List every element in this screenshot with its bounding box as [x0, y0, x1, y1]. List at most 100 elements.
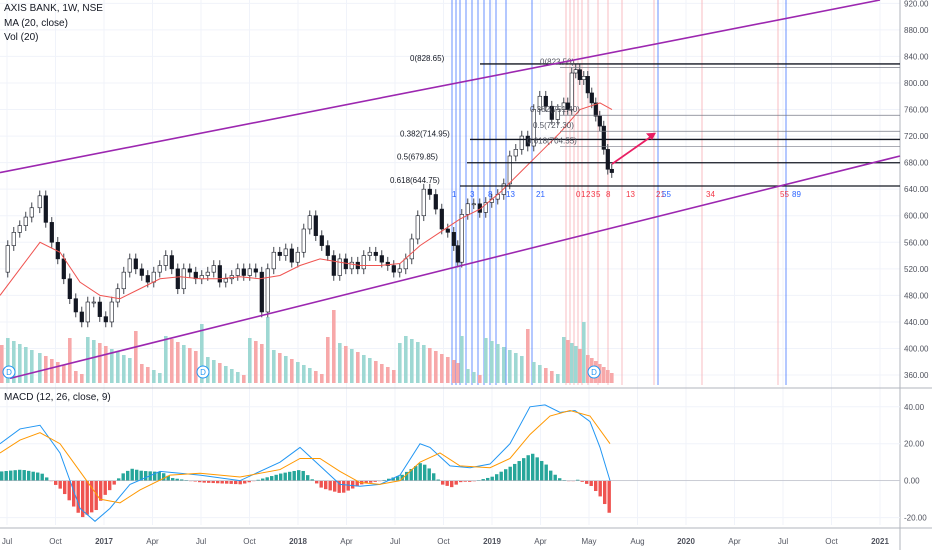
price-tick-label-7: 640.00 — [904, 185, 929, 194]
channel-upper-line — [0, 0, 881, 174]
signal-line — [0, 409, 611, 504]
candle-body — [439, 208, 444, 230]
volume-bar — [248, 338, 252, 383]
candle-body — [85, 301, 90, 323]
volume-bar — [86, 337, 90, 383]
candle-body — [277, 251, 282, 256]
macd-hist-bar — [0, 471, 4, 481]
time-tick-label-12: May — [581, 537, 596, 546]
candle-body — [67, 278, 72, 300]
candle-body — [319, 235, 324, 246]
candle-body — [259, 271, 264, 313]
fib2-level-label-0: 0(823.50) — [540, 57, 575, 66]
candle-body — [391, 265, 396, 273]
price-tick-label-3: 800.00 — [904, 79, 929, 88]
macd-hist-bar — [535, 457, 539, 481]
macd-hist-bar — [270, 476, 274, 481]
dividend-marker-1 — [196, 365, 210, 379]
macd-hist-bar — [324, 480, 328, 490]
channel-lower-line — [9, 155, 901, 380]
candle-body — [325, 245, 330, 256]
candle-body — [403, 258, 408, 270]
volume-bar — [134, 331, 138, 383]
candle-body — [97, 301, 102, 317]
macd-hist-bar — [90, 480, 94, 513]
macd-hist-bar — [553, 474, 557, 481]
macd-hist-bar — [261, 478, 265, 481]
fib-time-label-13: 55 — [662, 190, 671, 199]
macd-hist-bar — [369, 480, 373, 483]
volume-bar — [374, 361, 378, 383]
candle-body — [331, 255, 336, 276]
legend-macd[interactable]: MACD (12, 26, close, 9) — [4, 392, 111, 403]
volume-bar — [582, 322, 586, 383]
macd-hist-bar — [400, 474, 404, 481]
volume-bar — [416, 342, 420, 383]
macd-hist-bar — [99, 480, 103, 501]
volume-bar — [170, 339, 174, 383]
macd-hist-bar — [36, 472, 40, 481]
macd-hist-bar — [279, 473, 283, 481]
volume-bar — [410, 339, 414, 383]
macd-hist-bar — [522, 458, 526, 481]
macd-hist-bar — [297, 470, 301, 481]
macd-hist-bar — [319, 480, 323, 488]
candle-body — [565, 102, 570, 110]
volume-bar — [284, 356, 288, 383]
macd-hist-bar — [198, 480, 202, 483]
candle-body — [415, 215, 420, 240]
candle-body — [145, 275, 150, 283]
candle-body — [605, 149, 610, 170]
candle-body — [349, 261, 354, 270]
macd-hist-bar — [40, 473, 44, 481]
volume-bar — [404, 336, 408, 383]
macd-hist-bar — [436, 479, 440, 481]
volume-bar — [50, 359, 54, 383]
macd-hist-bar — [423, 464, 427, 481]
candle-body — [459, 214, 464, 263]
macd-hist-bar — [265, 477, 269, 481]
time-tick-label-1: Oct — [49, 537, 62, 546]
fib-level-label-0: 0(828.65) — [410, 54, 445, 63]
macd-hist-bar — [247, 480, 251, 483]
macd-hist-bar — [153, 471, 157, 481]
candle-body — [91, 301, 96, 304]
volume-bar — [272, 350, 276, 383]
volume-bar — [30, 350, 34, 383]
volume-bar — [332, 310, 336, 383]
time-tick-label-11: Apr — [534, 537, 547, 546]
volume-bar — [104, 346, 108, 383]
macd-hist-bar — [315, 480, 319, 484]
macd-hist-bar — [513, 463, 517, 481]
candle-body — [241, 268, 246, 276]
candle-body — [513, 149, 518, 157]
time-tick-label-13: Aug — [630, 537, 644, 546]
legend-vol[interactable]: Vol (20) — [4, 32, 39, 43]
volume-bar — [392, 370, 396, 383]
volume-bar — [578, 349, 582, 383]
legend-ma[interactable]: MA (20, close) — [4, 18, 68, 29]
legend-symbol[interactable]: AXIS BANK, 1W, NSE — [4, 3, 103, 14]
volume-bar — [6, 338, 10, 383]
fib-level-label-3: 0.618(644.75) — [390, 176, 440, 185]
macd-hist-bar — [499, 471, 503, 481]
macd-hist-bar — [463, 480, 467, 482]
candle-body — [471, 203, 476, 206]
macd-hist-bar — [193, 480, 197, 482]
price-tick-label-1: 880.00 — [904, 26, 929, 35]
volume-bar — [92, 340, 96, 383]
macd-hist-bar — [4, 471, 8, 481]
fib-time-label-1: 3 — [470, 190, 475, 199]
volume-bar — [574, 346, 578, 383]
macd-tick-label-3: -20.00 — [904, 514, 927, 523]
macd-hist-bar — [472, 480, 476, 482]
volume-bar — [12, 341, 16, 383]
candle-body — [133, 258, 138, 270]
fib-time-label-15: 55 — [780, 190, 789, 199]
macd-hist-bar — [414, 466, 418, 481]
macd-hist-bar — [333, 480, 337, 492]
macd-hist-bar — [382, 479, 386, 481]
macd-hist-bar — [139, 470, 143, 481]
